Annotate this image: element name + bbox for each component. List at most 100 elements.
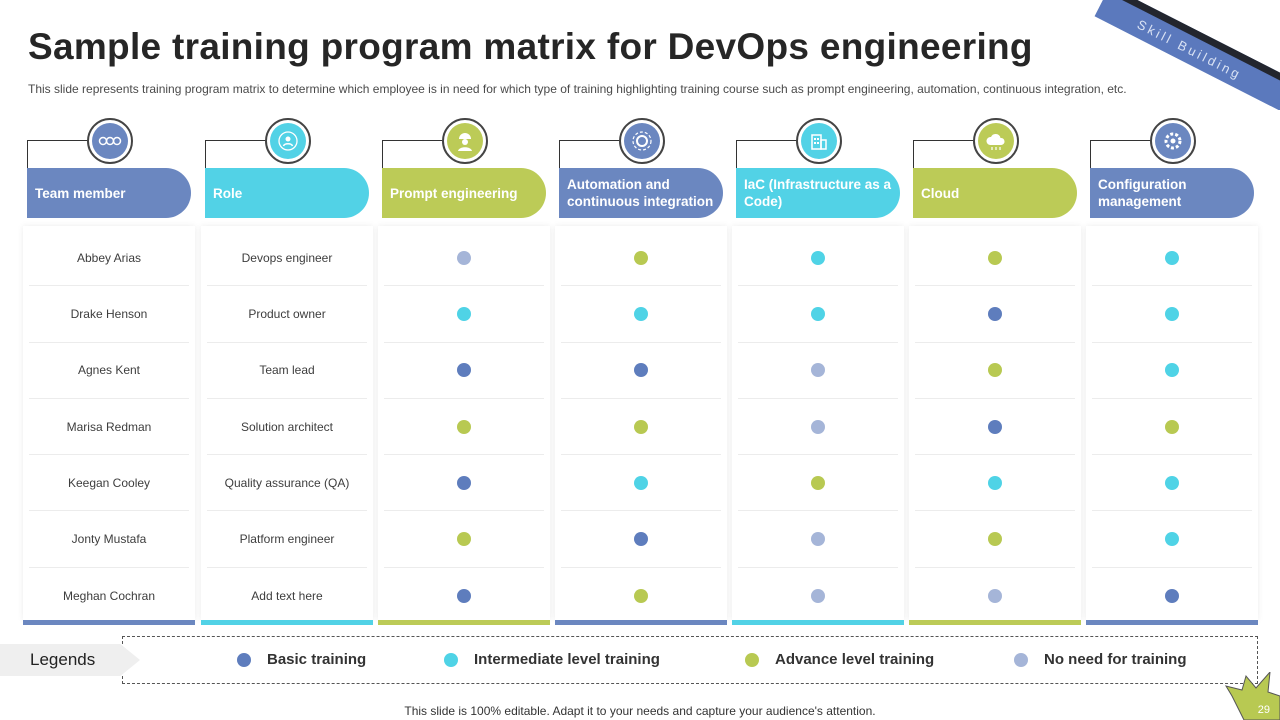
training-level-cell [561, 568, 721, 624]
training-level-cell [915, 568, 1075, 624]
training-dot-intermediate [457, 306, 471, 321]
legend-item-advance: Advance level training [745, 651, 934, 668]
column-header: Prompt engineering [382, 168, 546, 218]
legend-label: No need for training [1044, 651, 1187, 668]
header-icon-frame [265, 118, 311, 164]
training-level-cell [384, 455, 544, 512]
training-level-cell [1092, 568, 1252, 624]
column-cells [555, 230, 727, 624]
column-header: Cloud [913, 168, 1077, 218]
team-member-cell: Abbey Arias [29, 230, 189, 287]
header-icon-frame [87, 118, 133, 164]
legend-item-intermediate: Intermediate level training [444, 651, 660, 668]
header-connector [559, 140, 621, 170]
header-connector [382, 140, 444, 170]
training-dot-advance [634, 419, 648, 434]
training-dot-none [811, 363, 825, 378]
team-member-cell: Meghan Cochran [62, 588, 156, 603]
training-level-cell [915, 343, 1075, 399]
column-cells [1086, 230, 1258, 624]
role-cell: Product owner [207, 286, 367, 343]
training-level-cell [561, 286, 721, 343]
team-member-cell: Agnes Kent [29, 343, 189, 399]
training-level-cell [738, 230, 898, 287]
training-dot-none [988, 588, 1002, 603]
training-dot-advance [988, 363, 1002, 378]
column-bottom-bar [732, 620, 904, 625]
training-level-cell [1092, 511, 1252, 568]
role-cell: Solution architect [207, 399, 367, 456]
config-gear-icon [1155, 123, 1191, 159]
cloud-icon [978, 123, 1014, 159]
training-dot-basic [988, 419, 1002, 434]
team-member-cell: Jonty Mustafa [29, 511, 189, 568]
training-level-cell [561, 343, 721, 399]
column-header: Role [205, 168, 369, 218]
training-dot-intermediate [811, 250, 825, 265]
training-dot-intermediate [634, 306, 648, 321]
column-header: Configuration management [1090, 168, 1254, 218]
training-level-cell [1092, 343, 1252, 399]
footer-note: This slide is 100% editable. Adapt it to… [404, 704, 876, 718]
legend-dot-basic [237, 652, 251, 667]
training-level-cell [738, 568, 898, 624]
training-level-cell [1092, 399, 1252, 456]
training-dot-intermediate [1165, 532, 1179, 547]
training-level-cell [384, 399, 544, 456]
people-group-icon [92, 123, 128, 159]
column-bottom-bar [23, 620, 195, 625]
training-level-cell [561, 230, 721, 287]
column-bottom-bar [909, 620, 1081, 625]
training-level-cell [915, 286, 1075, 343]
training-dot-none [457, 250, 471, 265]
page-title: Sample training program matrix for DevOp… [28, 26, 1033, 67]
training-dot-advance [811, 475, 825, 490]
training-level-cell [1092, 230, 1252, 287]
training-dot-intermediate [1165, 363, 1179, 378]
training-dot-intermediate [811, 306, 825, 321]
training-dot-basic [457, 588, 471, 603]
training-level-cell [561, 511, 721, 568]
training-dot-intermediate [634, 475, 648, 490]
legend-label: Intermediate level training [474, 651, 660, 668]
user-network-icon [270, 123, 306, 159]
column-header: Automation and continuous integration [559, 168, 723, 218]
column-cells [732, 230, 904, 624]
header-connector [913, 140, 975, 170]
legend-title: Legends [0, 644, 140, 676]
page-number: 29 [1257, 704, 1270, 716]
training-level-cell [561, 455, 721, 512]
team-member-cell: Marisa Redman [29, 399, 189, 456]
role-cell: Platform engineer [207, 511, 367, 568]
legend-item-basic: Basic training [237, 651, 366, 668]
legend-item-none: No need for training [1014, 651, 1187, 668]
column-header: IaC (Infrastructure as a Code) [736, 168, 900, 218]
training-dot-advance [457, 419, 471, 434]
engineer-icon [447, 123, 483, 159]
training-dot-intermediate [1165, 250, 1179, 265]
column-cells [909, 230, 1081, 624]
role-cell: Add text here [251, 588, 323, 603]
column-cells: Abbey Arias Drake Henson Agnes Kent Marisa … [23, 230, 195, 624]
header-connector [736, 140, 798, 170]
training-dot-intermediate [1165, 306, 1179, 321]
training-dot-intermediate [1165, 475, 1179, 490]
training-dot-advance [988, 532, 1002, 547]
training-level-cell [384, 511, 544, 568]
column-bottom-bar [555, 620, 727, 625]
legend-dot-advance [745, 652, 759, 667]
header-connector [205, 140, 267, 170]
role-cell: Devops engineer [207, 230, 367, 287]
column-bottom-bar [1086, 620, 1258, 625]
training-level-cell [738, 455, 898, 512]
team-member-cell: Drake Henson [29, 286, 189, 343]
column-cells: Devops engineer Product owner Team lead Sol… [201, 230, 373, 624]
training-dot-basic [457, 475, 471, 490]
legend-dot-intermediate [444, 652, 458, 667]
training-dot-basic [634, 363, 648, 378]
training-level-cell [384, 568, 544, 624]
column-card [201, 226, 373, 620]
legend-dot-none [1014, 652, 1028, 667]
header-icon-frame [796, 118, 842, 164]
training-level-cell [738, 399, 898, 456]
